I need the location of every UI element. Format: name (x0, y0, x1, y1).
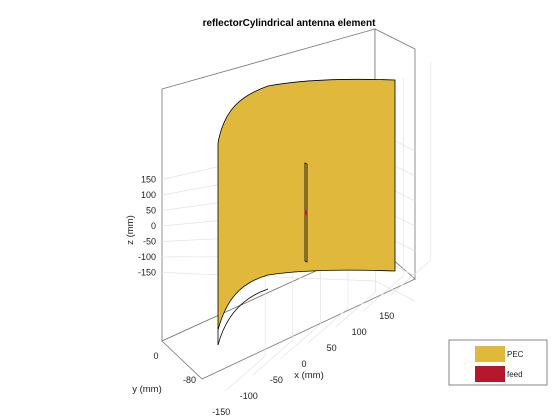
x-tick-label: -100 (240, 391, 258, 401)
feed-gap (304, 210, 308, 215)
y-tick-label: -80 (183, 375, 196, 385)
xlabel: x (mm) (294, 370, 324, 381)
z-tick-label: 100 (141, 190, 156, 200)
z-tick-label: -100 (138, 252, 156, 262)
antenna (217, 78, 396, 346)
legend: PEC feed (448, 339, 548, 386)
y-tick-label: 0 (153, 351, 158, 361)
x-tick-label: 150 (379, 311, 394, 321)
chart-title: reflectorCylindrical antenna element (203, 18, 377, 29)
z-tick-label: 50 (146, 206, 156, 216)
x-gridline (335, 291, 376, 328)
x-gridline (224, 355, 266, 392)
x-tick-label: 0 (301, 359, 306, 369)
ylabel: y (mm) (132, 384, 162, 395)
x-tick-label: 100 (352, 327, 367, 337)
x-gridline (390, 259, 432, 296)
tick-labels: -150 -100 -50 0 50 100 150 -150 -100 -50 0 50 100 150… (138, 175, 394, 418)
z-tick-label: 150 (141, 175, 156, 185)
z-tick-label: 0 (151, 221, 156, 231)
zlabel: z (mm) (125, 215, 136, 245)
legend-swatch-pec (475, 346, 505, 362)
legend-label-feed: feed (507, 370, 523, 379)
floor (161, 243, 416, 380)
x-gridline (280, 323, 321, 360)
x-gridline (252, 339, 294, 376)
x-gridline (362, 275, 404, 312)
x-tick-label: 50 (327, 343, 337, 353)
x-tick-label: -50 (270, 375, 283, 385)
z-tick-label: -50 (143, 237, 156, 247)
z-gridline (161, 272, 376, 282)
x-tick-label: -150 (212, 407, 230, 417)
z-tick-label: -150 (138, 268, 156, 278)
x-gridline (307, 307, 349, 344)
legend-label-pec: PEC (507, 350, 524, 359)
legend-swatch-feed (475, 366, 505, 382)
reflector-bottom-edge (217, 288, 269, 346)
